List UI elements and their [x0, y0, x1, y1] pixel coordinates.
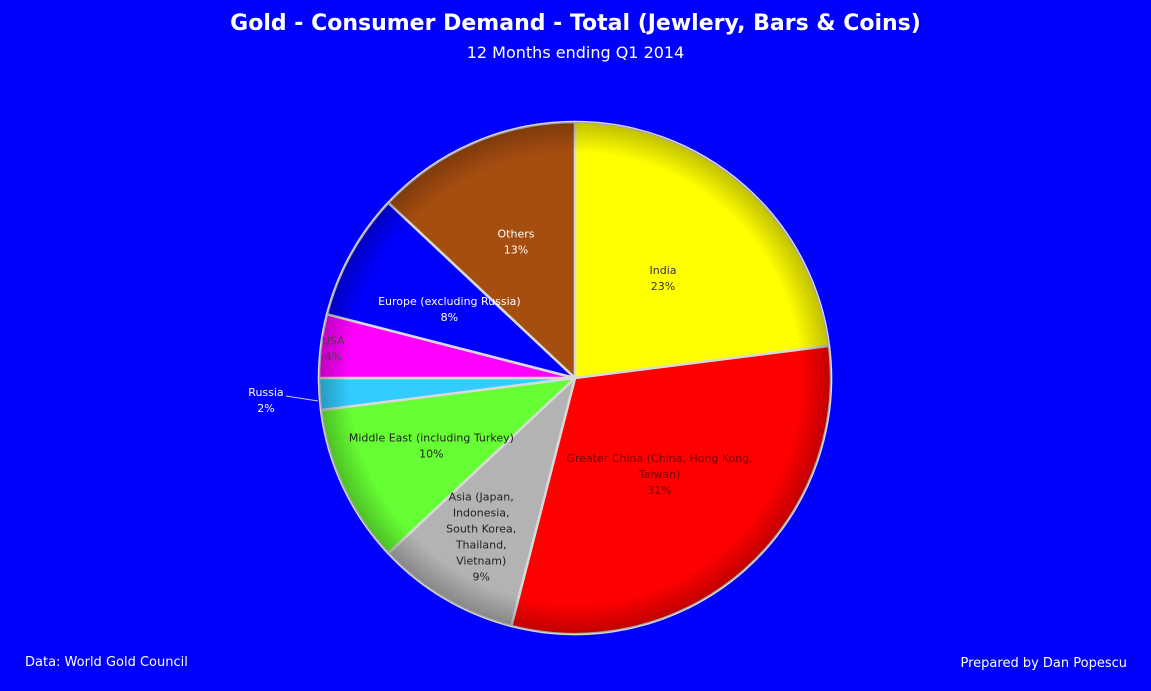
slice-label-europe: Europe (excluding Russia) 8%	[378, 295, 521, 324]
slice-label-others: Others 13%	[498, 228, 535, 257]
slice-label-middle: Middle East (including Turkey) 10%	[349, 432, 514, 461]
chart-title: Gold - Consumer Demand - Total (Jewlery,…	[230, 11, 921, 36]
slice-label-asia: Asia (Japan, Indonesia, South Korea, Thaila…	[446, 491, 516, 584]
source-note: Data: World Gold Council	[25, 655, 188, 670]
chart-subtitle: 12 Months ending Q1 2014	[466, 43, 685, 62]
pie-slice-india	[573, 120, 831, 380]
slice-label-usa: USA 4%	[322, 335, 345, 364]
leader-line	[285, 395, 319, 402]
credit-note: Prepared by Dan Popescu	[960, 656, 1128, 671]
slice-label-russia: Russia 2%	[248, 386, 283, 415]
slice-label-india: India 23%	[650, 264, 677, 293]
slice-label-greater: Greater China (China, Hong Kong, Taiwan) 3…	[566, 452, 752, 497]
